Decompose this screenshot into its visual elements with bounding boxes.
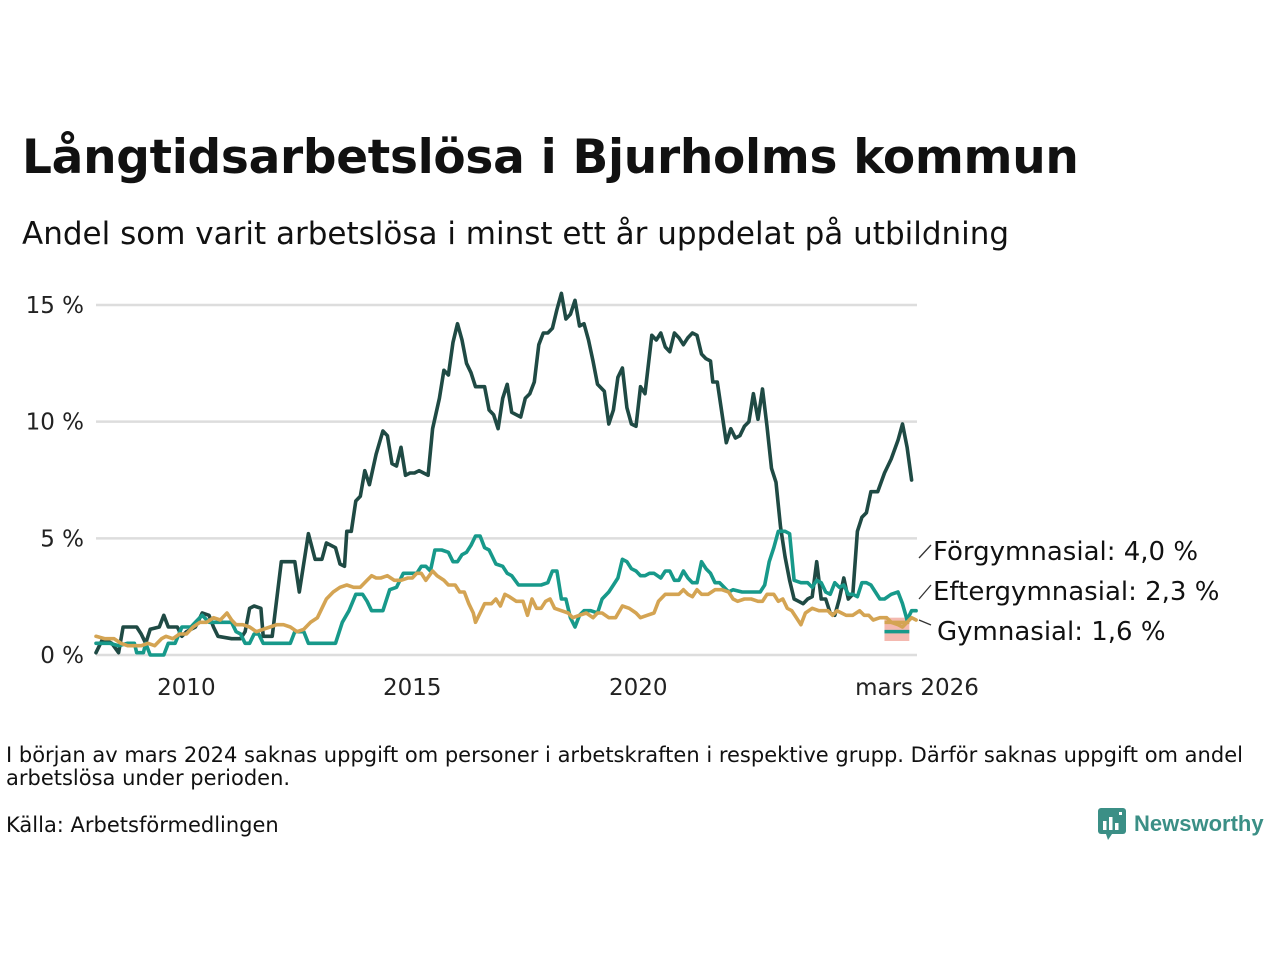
x-tick-label: mars 2026 — [855, 675, 979, 701]
footnote: I början av mars 2024 saknas uppgift om … — [6, 743, 1243, 790]
series-lines — [94, 291, 918, 657]
y-tick-label: 10 % — [26, 410, 84, 436]
series-labels: Förgymnasial: 4,0 % Eftergymnasial: 2,3 %… — [918, 537, 1219, 647]
y-tick-label: 15 % — [26, 293, 84, 319]
x-tick-label: 2010 — [157, 675, 216, 701]
chart-title: Långtidsarbetslösa i Bjurholms kommun — [22, 130, 1079, 185]
label-leader-line — [918, 619, 932, 626]
label-leader-line — [918, 584, 932, 600]
x-tick-label: 2020 — [609, 675, 668, 701]
series-label: Gymnasial: 1,6 % — [937, 617, 1166, 647]
series-line-eftergymnasial — [94, 529, 918, 657]
y-axis-ticks: 0 % 5 % 10 % 15 % — [26, 293, 84, 669]
source-credit: Källa: Arbetsförmedlingen — [6, 813, 279, 837]
series-label: Förgymnasial: 4,0 % — [933, 537, 1198, 567]
series-line-gymnasial — [94, 569, 918, 648]
series-label: Eftergymnasial: 2,3 % — [933, 577, 1219, 607]
series-line-f-rgymnasial — [94, 291, 914, 655]
bar-chart-icon — [1098, 808, 1126, 840]
y-tick-label: 0 % — [40, 643, 84, 669]
brand-name: Newsworthy — [1134, 811, 1264, 836]
gridlines — [96, 303, 917, 657]
line-chart: 0 % 5 % 10 % 15 % 2010 2015 2020 mars 2026 För… — [26, 291, 1219, 701]
chart-subtitle: Andel som varit arbetslösa i minst ett å… — [22, 216, 1010, 252]
x-tick-label: 2015 — [383, 675, 442, 701]
newsworthy-logo: Newsworthy — [1098, 808, 1264, 840]
x-axis-ticks: 2010 2015 2020 mars 2026 — [157, 675, 979, 701]
y-tick-label: 5 % — [40, 526, 84, 552]
label-leader-line — [918, 544, 932, 559]
